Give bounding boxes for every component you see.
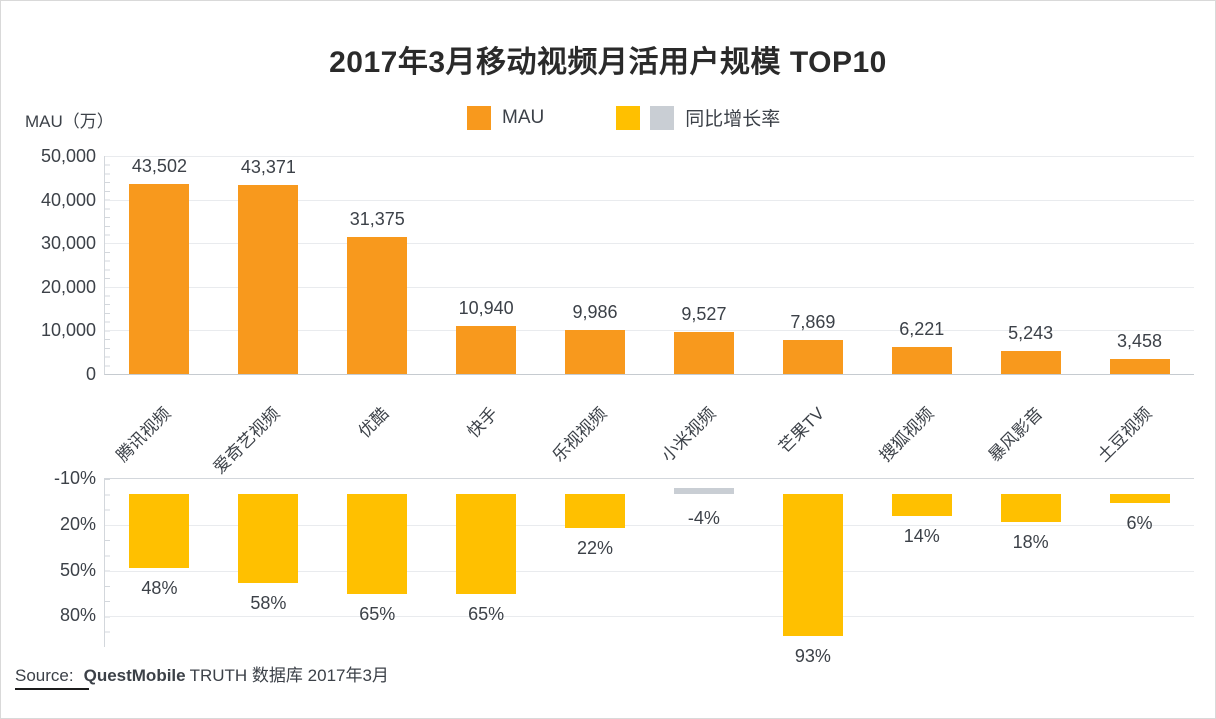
growth-bar — [673, 488, 734, 495]
growth-bar-value-label: 6% — [1126, 513, 1153, 534]
growth-bar-chart-plot: 48% 58% 65% 65% 22% -4% 93% 14% 18% 6% — [104, 478, 1194, 666]
legend-item-mau: MAU — [467, 105, 545, 130]
mau-y-tick-label: 0 — [85, 364, 96, 384]
growth-bar — [238, 494, 299, 583]
category-label-text: 暴风影音 — [984, 403, 1047, 466]
mau-y-tick-label: 50,000 — [40, 146, 96, 166]
growth-bar-value-label: 93% — [794, 646, 831, 667]
mau-bar-value-label: 43,502 — [131, 156, 187, 177]
mau-gridline — [105, 156, 1194, 157]
mau-gridline — [105, 330, 1194, 332]
legend-item-growth: 同比增长率 — [616, 104, 780, 131]
growth-bar — [1109, 494, 1170, 504]
growth-negative-legend-swatch-icon — [650, 105, 675, 130]
source-underline-rule — [15, 688, 89, 690]
mau-bar-value-label: 31,375 — [349, 209, 405, 230]
mau-bar-value-label: 9,986 — [572, 302, 618, 323]
mau-bar-value-label: 5,243 — [1008, 323, 1054, 344]
mau-bar — [456, 326, 517, 374]
growth-y-tick-label: 80% — [59, 605, 96, 626]
category-label-text: 土豆视频 — [1093, 403, 1155, 466]
category-label-text: 乐视视频 — [548, 403, 611, 466]
mau-bar — [891, 346, 952, 374]
growth-bar-value-label: 65% — [359, 603, 396, 624]
growth-gridline — [105, 616, 1194, 618]
growth-gridline — [105, 524, 1194, 526]
mau-bar-value-label: 3,458 — [1117, 330, 1163, 351]
mau-bar — [238, 184, 299, 374]
growth-y-tick-label: -10% — [53, 468, 96, 488]
mau-bar-value-label: 43,371 — [240, 156, 296, 177]
mau-y-tick-label: 30,000 — [40, 233, 96, 254]
growth-bar — [1000, 494, 1061, 522]
growth-bar-value-label: 48% — [141, 577, 178, 598]
mau-bar — [565, 330, 626, 374]
mau-bar-value-label: 10,940 — [458, 298, 514, 319]
mau-y-tick-label: 20,000 — [40, 276, 96, 297]
mau-y-tick-label: 40,000 — [40, 189, 96, 210]
category-label-text: 快手 — [464, 403, 502, 442]
mau-bar — [782, 339, 843, 374]
mau-axis-minor-ticks — [105, 156, 110, 374]
mau-bar-value-label: 6,221 — [899, 318, 945, 339]
mau-bar — [347, 237, 408, 374]
growth-bar — [456, 494, 517, 594]
growth-axis-minor-ticks — [105, 479, 110, 647]
category-label-text: 腾讯视频 — [113, 403, 175, 466]
category-label-text: 小米视频 — [657, 403, 720, 466]
source-rest: TRUTH 数据库 2017年3月 — [189, 666, 389, 685]
category-label-text: 爱奇艺视频 — [210, 403, 284, 478]
source-brand: QuestMobile — [83, 666, 186, 685]
mau-y-tick-label: 10,000 — [40, 320, 96, 341]
growth-bar-value-label: 65% — [468, 603, 505, 624]
legend: MAU 同比增长率 — [467, 104, 780, 131]
legend-label-growth: 同比增长率 — [685, 109, 781, 130]
source-prefix: Source: — [15, 666, 74, 685]
growth-bar-value-label: 58% — [250, 592, 287, 613]
growth-bar — [782, 494, 843, 637]
mau-bar — [129, 184, 190, 374]
growth-bar-value-label: 18% — [1012, 531, 1049, 552]
growth-y-tick-label: 50% — [59, 559, 96, 580]
growth-bar — [347, 494, 408, 594]
mau-gridline — [105, 286, 1194, 288]
mau-gridline — [105, 243, 1194, 245]
mau-legend-swatch-icon — [467, 105, 491, 130]
growth-y-tick-label: 20% — [59, 513, 96, 534]
mau-gridline — [105, 199, 1194, 201]
source-line: Source: QuestMobile TRUTH 数据库 2017年3月 — [15, 661, 389, 686]
mau-bar — [673, 332, 734, 374]
growth-bar-value-label: 22% — [577, 537, 614, 558]
growth-bar — [891, 494, 952, 516]
growth-gridline — [105, 570, 1194, 572]
mau-bar — [1109, 358, 1170, 374]
category-label-text: 优酷 — [355, 403, 393, 442]
y-axis-unit-label: MAU（万） — [25, 112, 114, 131]
growth-positive-legend-swatch-icon — [616, 105, 641, 130]
mau-bar-value-label: 9,527 — [681, 304, 727, 325]
category-label-text: 芒果TV — [775, 403, 829, 457]
legend-label-mau: MAU — [502, 106, 545, 128]
growth-bar — [565, 494, 626, 528]
mau-bar-chart-plot: 43,502 43,371 31,375 10,940 9,986 9,527 7,869 6… — [104, 156, 1194, 375]
chart-title: 2017年3月移动视频月活用户规模 TOP10 — [329, 46, 887, 79]
growth-bar-value-label: 14% — [903, 525, 940, 546]
growth-bar — [129, 494, 190, 568]
growth-bar-value-label: -4% — [687, 508, 720, 529]
mau-bar — [1000, 351, 1061, 374]
mau-bar-value-label: 7,869 — [790, 311, 836, 332]
category-label-text: 搜狐视频 — [875, 403, 938, 466]
